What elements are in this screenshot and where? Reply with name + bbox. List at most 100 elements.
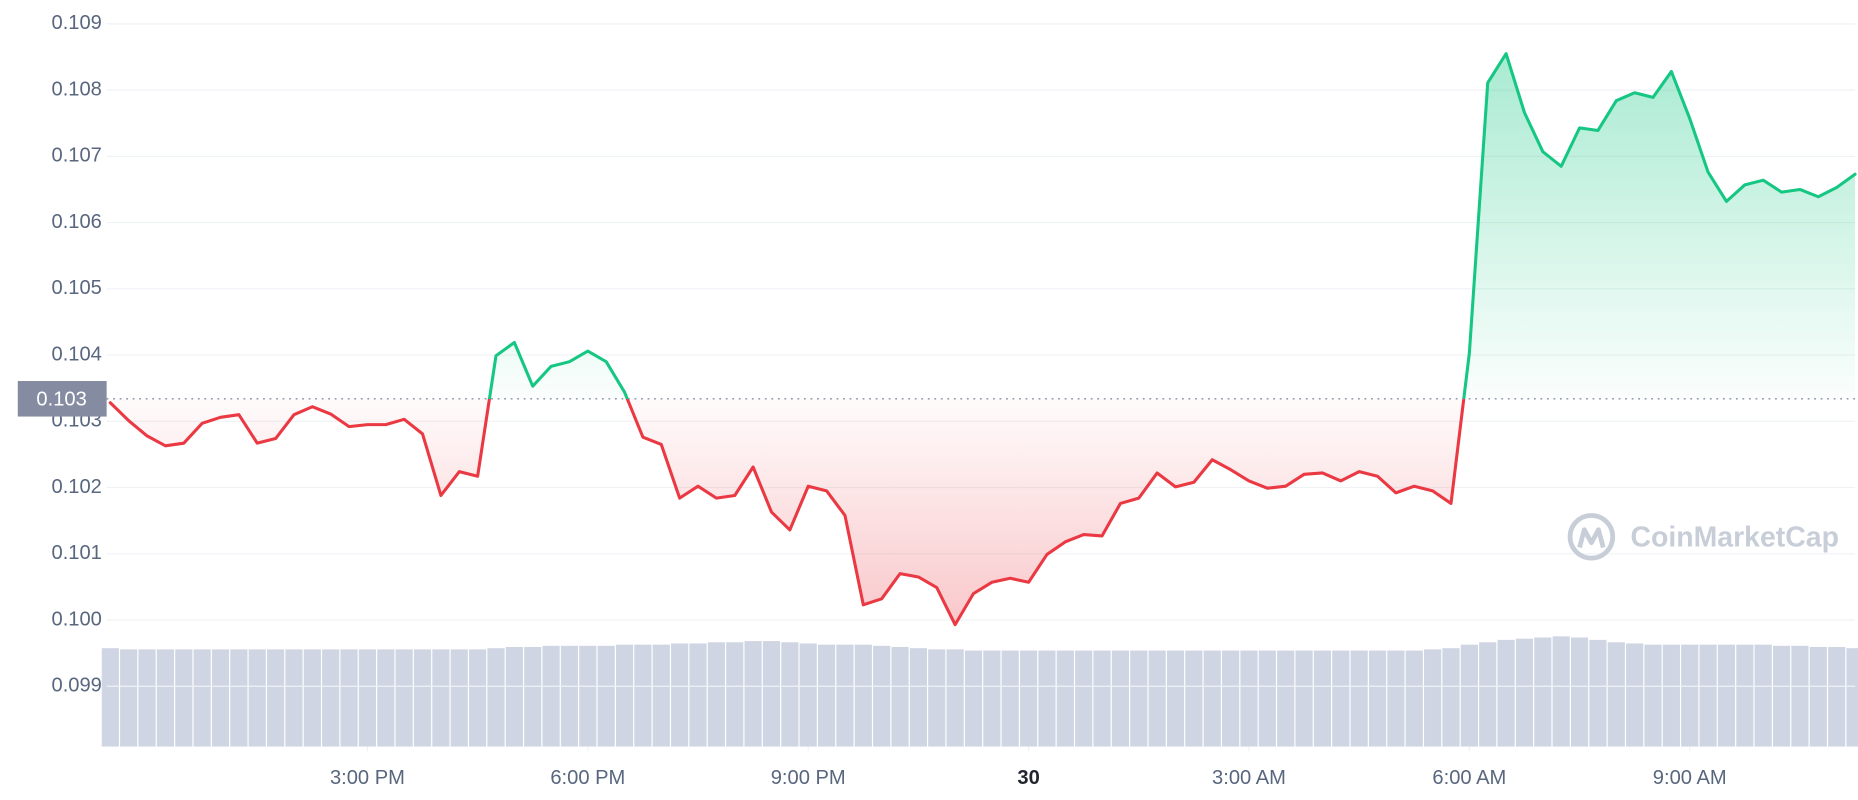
volume-bar [1479, 642, 1497, 747]
volume-bar [762, 641, 781, 747]
volume-bar [579, 645, 597, 747]
volume-bar [1056, 650, 1074, 747]
volume-bar [432, 649, 450, 747]
volume-bar [1809, 647, 1827, 747]
y-tick-label: 0.107 [52, 145, 102, 167]
baseline-label-box [17, 381, 107, 417]
y-tick-label: 0.109 [52, 12, 102, 34]
volume-bar [1185, 650, 1203, 747]
volume-bar [1570, 637, 1589, 747]
volume-bar [1130, 650, 1148, 747]
volume-bar [1075, 650, 1093, 747]
x-tick-label: 9:00 PM [771, 767, 846, 789]
volume-bar [211, 649, 230, 747]
volume-bar [983, 650, 1001, 747]
volume-bar [1203, 650, 1221, 747]
volume-bar [707, 642, 725, 747]
x-tick-label: 6:00 PM [550, 767, 625, 789]
volume-bar [1093, 650, 1111, 747]
x-tick-label: 3:00 AM [1212, 767, 1286, 789]
volume-bar [1552, 636, 1570, 747]
volume-bar [1405, 650, 1423, 747]
volume-bar [689, 643, 707, 747]
volume-bar [340, 649, 358, 747]
volume-bar [322, 649, 340, 747]
label-layer: 0.109 0.108 0.107 0.106 0.105 0.104 0.103 0.102… [17, 12, 1727, 789]
x-tick-label: 3:00 PM [330, 767, 405, 789]
volume-bar [138, 649, 156, 747]
volume-bar [1295, 650, 1313, 747]
volume-bar [1424, 649, 1442, 747]
volume-bar [1717, 644, 1736, 747]
volume-bar [101, 648, 119, 747]
y-tick-label: 0.104 [52, 343, 102, 365]
volume-bar [1589, 639, 1607, 747]
volume-bar [1699, 644, 1717, 747]
price-area [110, 53, 1856, 625]
price-line [108, 52, 1857, 627]
volume-bar [1387, 650, 1405, 747]
volume-bar [1368, 650, 1387, 747]
volume-bar [413, 649, 432, 747]
volume-bar [193, 649, 211, 747]
volume-bar [450, 649, 468, 747]
volume-bar [1607, 642, 1625, 747]
volume-bar [1111, 650, 1130, 747]
volume-bar [542, 645, 560, 747]
y-tick-label: 0.108 [52, 78, 102, 100]
x-tick-label: 9:00 AM [1653, 767, 1727, 789]
volume-bar [928, 649, 946, 747]
volume-bar [854, 644, 872, 747]
watermark-logo [1567, 513, 1616, 561]
volume-bar [524, 647, 542, 747]
volume-bar [1497, 639, 1515, 747]
y-tick-label: 0.106 [52, 211, 102, 233]
volume-layer [101, 636, 1858, 747]
volume-bar [1148, 650, 1166, 747]
volume-bar [1313, 650, 1332, 747]
volume-bar [726, 642, 744, 747]
volume-bar [799, 643, 817, 747]
volume-bar [267, 649, 285, 747]
volume-bar [946, 649, 964, 747]
volume-bar [836, 644, 854, 747]
volume-bar [505, 647, 523, 747]
volume-bar [1258, 650, 1276, 747]
volume-bar [671, 643, 689, 747]
volume-bar [652, 644, 670, 747]
y-tick-label: 0.102 [52, 476, 102, 498]
volume-bar [1442, 648, 1460, 747]
volume-bar [1277, 650, 1295, 747]
y-tick-label: 0.100 [52, 608, 102, 630]
y-tick-label: 0.105 [52, 277, 102, 299]
volume-bar [1350, 650, 1368, 747]
volume-bar [1772, 645, 1791, 747]
volume-bar [469, 649, 487, 747]
watermark-logo-mark [1577, 527, 1606, 549]
baseline-label: 0.103 [36, 388, 86, 410]
y-tick-label: 0.101 [52, 542, 102, 564]
volume-bar [303, 649, 321, 747]
volume-bar [744, 641, 762, 747]
volume-bar [156, 649, 175, 747]
volume-bar [1828, 647, 1846, 747]
volume-bar [873, 645, 891, 747]
volume-bar [1038, 650, 1056, 747]
volume-bar [1332, 650, 1350, 747]
volume-bar [634, 644, 652, 747]
plot-layer [106, 52, 1857, 627]
volume-bar [120, 649, 138, 747]
y-tick-label: 0.099 [52, 675, 102, 697]
volume-bar [377, 649, 395, 747]
volume-bar [1791, 645, 1809, 747]
volume-bar [1534, 637, 1552, 747]
volume-bar [615, 644, 634, 747]
volume-bar [1460, 644, 1478, 747]
volume-bar [1515, 638, 1534, 747]
volume-bar [1736, 644, 1754, 747]
volume-bar [1222, 650, 1240, 747]
volume-bar [1166, 650, 1185, 747]
volume-bar [487, 648, 505, 747]
